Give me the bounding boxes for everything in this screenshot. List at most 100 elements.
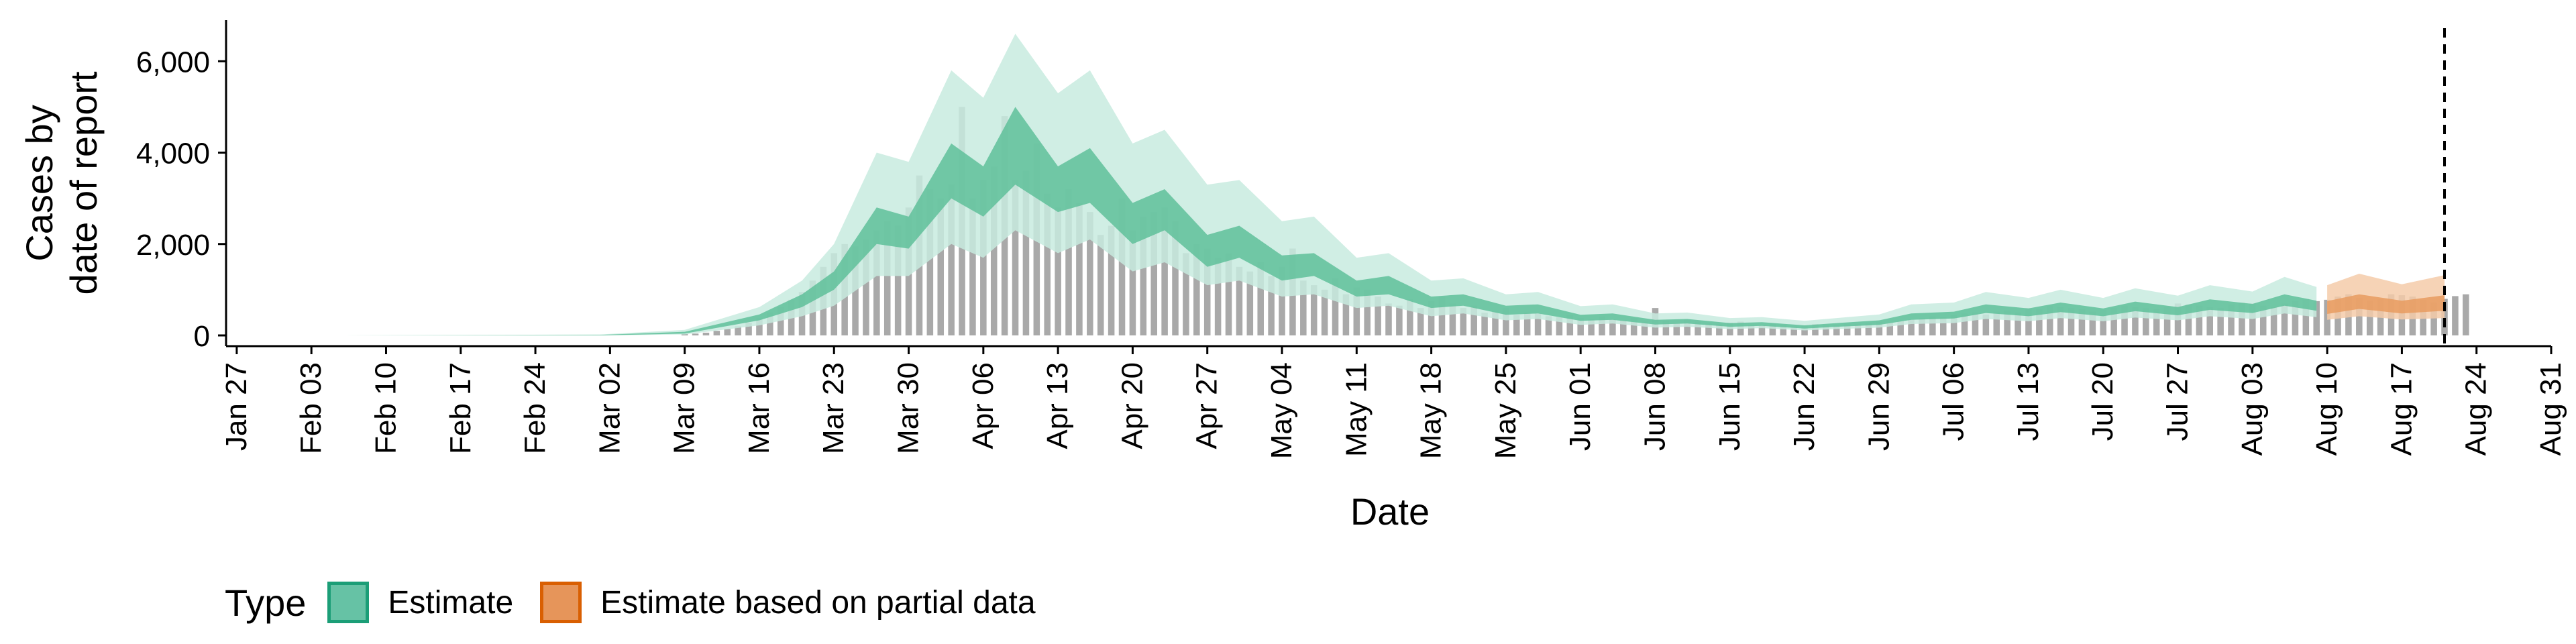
x-tick-label: Jan 27 [220,362,253,451]
reported-cases-bar [1150,212,1157,335]
reported-cases-bar [894,225,902,335]
x-tick-label: Apr 27 [1191,362,1224,449]
reported-cases-bar [2089,311,2096,335]
reported-cases-bar [926,189,934,335]
reported-cases-bar [852,246,859,335]
reported-cases-bar [883,221,891,335]
y-tick-label: 6,000 [136,46,210,78]
reported-cases-bar [1833,325,1840,335]
legend-label-estimate: Estimate [388,584,514,621]
reported-cases-bar [681,333,688,335]
reported-cases-bar [1919,318,1925,335]
reported-cases-bar [1342,294,1350,335]
reported-cases-bar [2196,305,2203,335]
reported-cases-bar [2015,312,2021,335]
legend-swatch-estimate [327,582,370,623]
reported-cases-bar [2228,304,2235,335]
reported-cases-bar [702,332,710,335]
x-tick-label: Aug 10 [2310,362,2343,455]
reported-cases-bar [1577,318,1584,335]
estimate-band-50 [343,107,2317,335]
reported-cases-bar [1769,323,1776,335]
y-axis-title-line: Cases by [18,105,60,261]
x-tick-label: May 18 [1415,362,1448,459]
reported-cases-bar [1513,315,1520,335]
reported-cases-bar [1545,316,1552,335]
reported-cases-bar [2259,305,2267,335]
reported-cases-bar [2366,301,2373,335]
x-tick-label: Feb 24 [519,362,551,454]
reported-cases-bar [1214,258,1222,335]
reported-cases-bar [1321,289,1328,335]
reported-cases-bar [1897,321,1904,335]
legend: Type Estimate Estimate based on partial … [225,576,1063,629]
reported-cases-bar [2121,305,2128,335]
reported-cases-bar [1481,312,1488,335]
y-axis-title-text: Cases bydate of report [18,71,105,295]
reported-cases-bar [1684,319,1690,335]
reported-cases-bar [2132,307,2139,335]
reported-cases-bar [980,180,987,335]
reported-cases-bar [2153,309,2160,335]
reported-cases-bar [2292,301,2299,335]
reported-cases-bar [1246,271,1254,335]
reported-cases-bar [1908,319,1915,335]
x-tick-label: May 11 [1340,362,1373,457]
reported-cases-bar [735,326,741,335]
reported-cases-bar [1268,276,1275,335]
reported-cases-bar [1534,313,1542,335]
reported-cases-bar [1364,289,1371,335]
reported-cases-bar [1193,244,1200,335]
x-axis-title: Date [1350,490,1430,533]
reported-cases-bar [1843,323,1851,335]
reported-cases-bar [1449,303,1456,335]
reported-cases-bar [1470,305,1477,335]
legend-item-partial: Estimate based on partial data [540,582,1036,623]
reported-cases-bar [1556,317,1563,335]
reported-cases-bar [1705,323,1712,335]
reported-cases-bar [1865,322,1872,335]
reported-cases-bar [1801,325,1808,335]
x-tick-label: Aug 03 [2236,362,2269,455]
reported-cases-bar [724,329,731,335]
reported-cases-bar [2046,305,2053,335]
reported-cases-bar [873,230,880,335]
reported-cases-bar [1097,235,1104,335]
reported-cases-bar [1129,230,1136,335]
reported-cases-bar [2452,296,2459,335]
estimate-band-90 [343,34,2317,336]
reported-cases-bar [1982,314,1990,335]
reported-cases-bar [1055,207,1061,335]
reported-cases-bar [1118,198,1126,335]
reported-cases-bar [2281,303,2288,335]
x-tick-label: Mar 02 [593,362,626,454]
x-tick-label: Jul 06 [1937,362,1970,441]
reported-cases-bar [1172,221,1179,335]
x-tick-label: Jul 20 [2086,362,2119,441]
x-tick-label: Apr 13 [1041,362,1074,449]
reported-cases-bar [2036,309,2043,335]
x-tick-label: Apr 06 [967,362,1000,449]
reported-cases-bar [2025,308,2032,335]
x-tick-label: Mar 16 [743,362,775,454]
reported-cases-bar [1300,280,1307,335]
reported-cases-bar [1438,297,1446,335]
reported-cases-bar [2057,307,2064,335]
reported-cases-bar [2004,310,2010,335]
reported-cases-bar [1353,287,1360,335]
reported-cases-bar [1876,321,1883,335]
reported-cases-bar [2249,303,2256,335]
y-tick-label: 2,000 [136,229,210,262]
reported-cases-bar [1065,189,1072,335]
y-axis-title-line: date of report [62,71,105,295]
reported-cases-bar [2110,308,2117,335]
x-tick-label: Feb 17 [444,362,477,454]
reported-cases-bar [2356,298,2363,335]
reported-cases-bar [2302,299,2310,335]
reported-cases-bar [2068,308,2075,335]
reported-cases-bar [1012,180,1019,335]
reported-cases-bar [1662,321,1670,335]
x-tick-label: Jun 08 [1638,362,1671,451]
legend-swatch-partial [540,582,582,623]
